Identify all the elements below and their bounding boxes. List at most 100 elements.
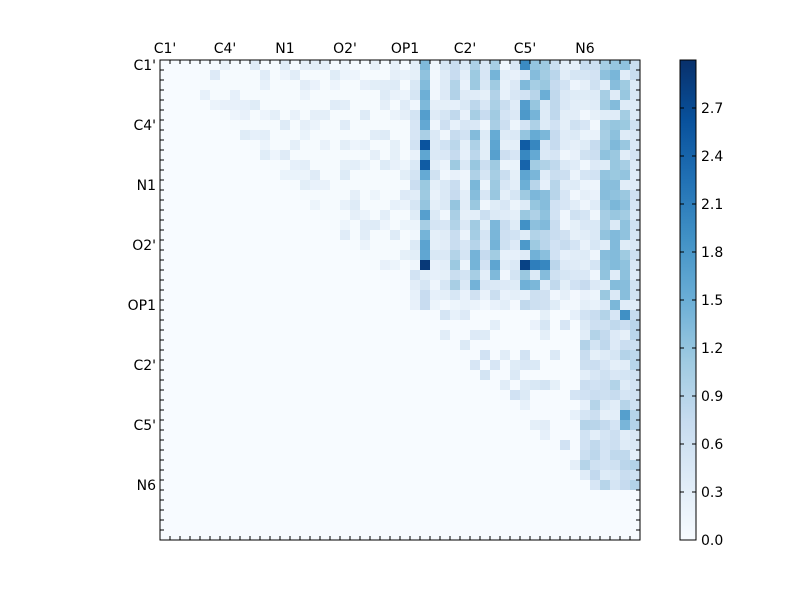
heatmap-cell	[600, 490, 611, 501]
heatmap-cell	[450, 520, 461, 531]
heatmap-cell	[160, 90, 171, 101]
heatmap-cell	[260, 360, 271, 371]
heatmap-cell	[580, 130, 591, 141]
heatmap-cell	[610, 520, 621, 531]
heatmap-cell	[350, 480, 361, 491]
heatmap-cell	[250, 100, 261, 111]
heatmap-cell	[540, 260, 551, 271]
heatmap-cell	[160, 190, 171, 201]
heatmap-cell	[380, 300, 391, 311]
heatmap-cell	[610, 410, 621, 421]
heatmap-cell	[620, 520, 631, 531]
heatmap-cell	[210, 250, 221, 261]
heatmap-cell	[420, 350, 431, 361]
heatmap-cell	[360, 220, 371, 231]
heatmap-cell	[310, 210, 321, 221]
heatmap-cell	[600, 430, 611, 441]
heatmap-cell	[340, 450, 351, 461]
heatmap-cell	[590, 150, 601, 161]
heatmap-cell	[460, 220, 471, 231]
heatmap-cell	[300, 360, 311, 371]
heatmap-cell	[610, 230, 621, 241]
heatmap-cell	[220, 260, 231, 271]
heatmap-cell	[180, 260, 191, 271]
heatmap-cell	[170, 230, 181, 241]
heatmap-cell	[300, 300, 311, 311]
heatmap-cell	[260, 490, 271, 501]
heatmap-cell	[580, 280, 591, 291]
heatmap-cell	[510, 220, 521, 231]
heatmap-cell	[230, 520, 241, 531]
heatmap-cell	[210, 220, 221, 231]
heatmap-cell	[200, 340, 211, 351]
heatmap-cell	[530, 530, 541, 541]
heatmap-cell	[610, 110, 621, 121]
heatmap-cell	[480, 480, 491, 491]
heatmap-cell	[480, 120, 491, 131]
heatmap-cell	[440, 190, 451, 201]
heatmap-cell	[340, 130, 351, 141]
heatmap-cell	[480, 380, 491, 391]
heatmap-cell	[210, 160, 221, 171]
heatmap-cell	[260, 340, 271, 351]
heatmap-cell	[600, 190, 611, 201]
heatmap-cell	[570, 460, 581, 471]
heatmap-cell	[440, 400, 451, 411]
heatmap-cell	[580, 370, 591, 381]
heatmap-cell	[340, 420, 351, 431]
heatmap-cell	[560, 290, 571, 301]
heatmap-cell	[330, 170, 341, 181]
heatmap-cell	[610, 480, 621, 491]
heatmap-cell	[550, 450, 561, 461]
heatmap-cell	[380, 140, 391, 151]
heatmap-cell	[420, 120, 431, 131]
heatmap-cell	[160, 430, 171, 441]
heatmap-cell	[530, 280, 541, 291]
heatmap-cell	[360, 250, 371, 261]
heatmap-cell	[250, 120, 261, 131]
heatmap-cell	[470, 70, 481, 81]
heatmap-cell	[240, 230, 251, 241]
heatmap-cell	[250, 340, 261, 351]
heatmap-cell	[350, 90, 361, 101]
heatmap-cell	[460, 530, 471, 541]
heatmap-cell	[420, 530, 431, 541]
heatmap-cell	[420, 90, 431, 101]
heatmap-cell	[270, 430, 281, 441]
heatmap-cell	[180, 420, 191, 431]
heatmap-cell	[520, 260, 531, 271]
heatmap-cell	[590, 350, 601, 361]
heatmap-cell	[560, 530, 571, 541]
heatmap-cell	[330, 330, 341, 341]
heatmap-cell	[470, 380, 481, 391]
heatmap-cell	[270, 400, 281, 411]
heatmap-cell	[190, 200, 201, 211]
heatmap-cell	[170, 500, 181, 511]
heatmap-cell	[460, 250, 471, 261]
heatmap-cell	[600, 320, 611, 331]
heatmap-cell	[230, 190, 241, 201]
heatmap-cell	[630, 230, 641, 241]
heatmap-cell	[230, 70, 241, 81]
heatmap-cell	[590, 70, 601, 81]
heatmap-cell	[280, 250, 291, 261]
heatmap-cell	[450, 220, 461, 231]
heatmap-cell	[600, 420, 611, 431]
heatmap-cell	[610, 90, 621, 101]
heatmap-cell	[340, 200, 351, 211]
heatmap-cell	[220, 320, 231, 331]
heatmap-cell	[370, 410, 381, 421]
heatmap-cell	[270, 190, 281, 201]
heatmap-cell	[200, 450, 211, 461]
heatmap-cell	[440, 200, 451, 211]
heatmap-cell	[540, 160, 551, 171]
heatmap-cell	[460, 490, 471, 501]
heatmap-cell	[550, 150, 561, 161]
heatmap-cell	[310, 310, 321, 321]
heatmap-cell	[510, 460, 521, 471]
heatmap-cell	[530, 90, 541, 101]
heatmap-cell	[190, 400, 201, 411]
heatmap-cell	[370, 70, 381, 81]
heatmap-cell	[190, 70, 201, 81]
heatmap-cell	[280, 470, 291, 481]
